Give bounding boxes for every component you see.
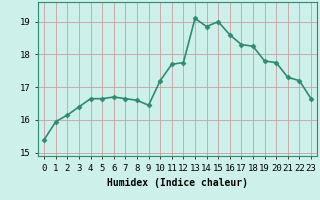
X-axis label: Humidex (Indice chaleur): Humidex (Indice chaleur) xyxy=(107,178,248,188)
